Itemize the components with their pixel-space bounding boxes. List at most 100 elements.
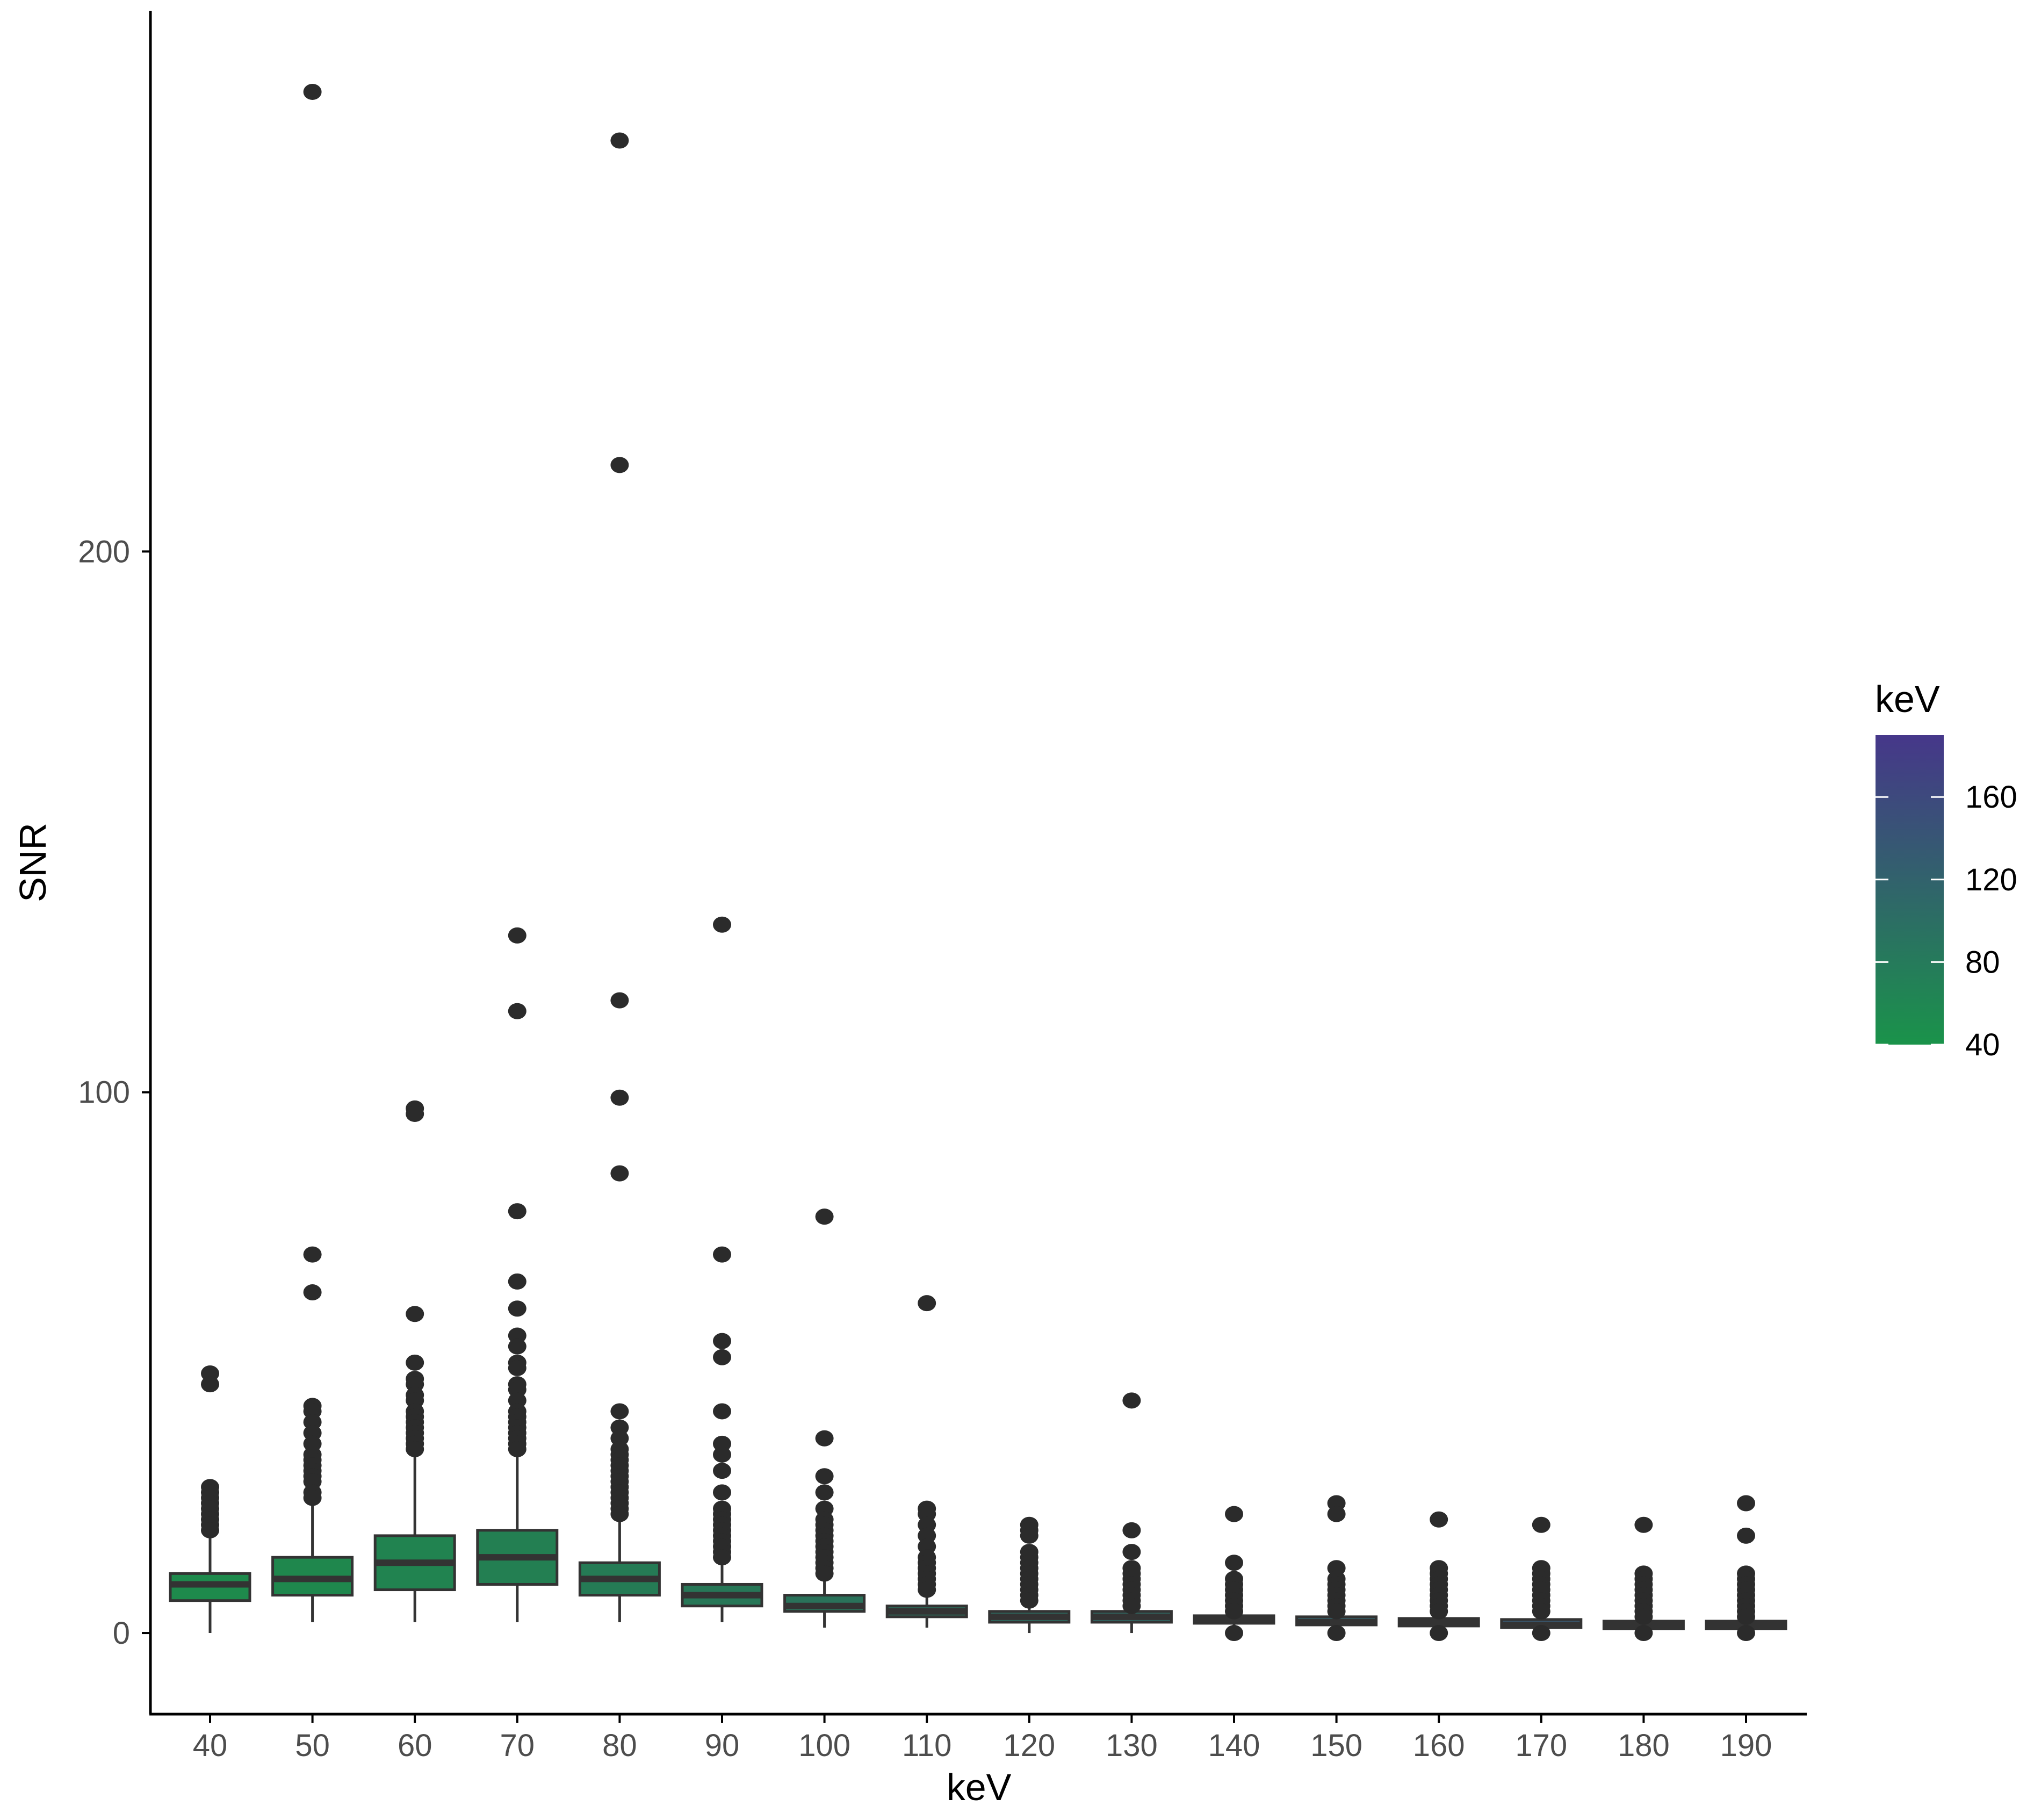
outlier-point bbox=[303, 1490, 322, 1506]
box-group bbox=[1397, 1511, 1480, 1642]
y-tick-label: 200 bbox=[78, 534, 130, 569]
outlier-point bbox=[610, 1403, 629, 1420]
x-tick-label: 110 bbox=[902, 1728, 951, 1763]
outlier-point bbox=[508, 1338, 526, 1355]
x-tick-label: 90 bbox=[705, 1728, 740, 1763]
outlier-point bbox=[508, 1359, 526, 1376]
x-tick-label: 40 bbox=[193, 1728, 228, 1763]
outlier-point bbox=[610, 457, 629, 473]
y-tick-label: 100 bbox=[78, 1075, 130, 1110]
outlier-point bbox=[1122, 1598, 1141, 1614]
axes: 0 100 200 40 50 60 70 80 90 100 110 120 130 140 150 160… bbox=[78, 11, 1807, 1763]
outlier-point bbox=[918, 1581, 936, 1598]
outlier-point bbox=[713, 1446, 731, 1463]
outlier-point bbox=[1122, 1544, 1141, 1560]
outlier-point bbox=[713, 1333, 731, 1349]
outlier-point bbox=[713, 1246, 731, 1263]
legend-tick-label: 80 bbox=[1965, 945, 2000, 980]
outlier-point bbox=[610, 1089, 629, 1106]
outlier-point bbox=[1327, 1603, 1346, 1620]
plot-area bbox=[169, 83, 1787, 1642]
box-group bbox=[988, 1516, 1071, 1634]
outlier-point bbox=[508, 927, 526, 944]
outlier-point bbox=[713, 1484, 731, 1501]
box-group bbox=[1500, 1516, 1583, 1642]
outlier-point bbox=[1122, 1522, 1141, 1538]
box-group bbox=[885, 1295, 968, 1628]
outlier-point bbox=[1020, 1592, 1038, 1609]
outlier-point bbox=[1020, 1527, 1038, 1544]
outlier-point bbox=[201, 1376, 219, 1393]
x-tick-label: 60 bbox=[398, 1728, 432, 1763]
y-tick-label: 0 bbox=[113, 1616, 130, 1651]
outlier-point bbox=[303, 1284, 322, 1301]
x-tick-label: 50 bbox=[295, 1728, 330, 1763]
legend-tick-label: 160 bbox=[1965, 780, 2017, 815]
outlier-point bbox=[918, 1295, 936, 1312]
outlier-point bbox=[1737, 1625, 1755, 1642]
outlier-point bbox=[815, 1468, 834, 1485]
outlier-point bbox=[1225, 1625, 1243, 1642]
outlier-point bbox=[1225, 1555, 1243, 1571]
box-group bbox=[476, 927, 559, 1622]
outlier-point bbox=[815, 1430, 834, 1447]
outlier-point bbox=[815, 1484, 834, 1501]
outlier-point bbox=[1737, 1608, 1755, 1625]
outlier-point bbox=[815, 1565, 834, 1582]
outlier-point bbox=[406, 1354, 424, 1371]
outlier-point bbox=[508, 1203, 526, 1220]
outlier-point bbox=[1737, 1527, 1755, 1544]
box-group bbox=[1090, 1392, 1173, 1634]
x-tick-label: 190 bbox=[1720, 1728, 1772, 1763]
legend-tick-label: 120 bbox=[1965, 862, 2017, 897]
outlier-point bbox=[1122, 1392, 1141, 1409]
outlier-point bbox=[508, 1441, 526, 1457]
outlier-point bbox=[1327, 1506, 1346, 1522]
box-group bbox=[578, 132, 661, 1622]
outlier-point bbox=[406, 1441, 424, 1457]
outlier-point bbox=[610, 1165, 629, 1182]
outlier-point bbox=[815, 1208, 834, 1225]
x-tick-label: 100 bbox=[798, 1728, 850, 1763]
outlier-point bbox=[1225, 1506, 1243, 1522]
outlier-point bbox=[508, 1003, 526, 1019]
x-tick-label: 180 bbox=[1618, 1728, 1670, 1763]
legend-tick-label: 40 bbox=[1965, 1027, 2000, 1062]
outlier-point bbox=[713, 1463, 731, 1479]
x-tick-label: 120 bbox=[1003, 1728, 1055, 1763]
box-group bbox=[1705, 1495, 1787, 1642]
outlier-point bbox=[406, 1105, 424, 1122]
outlier-point bbox=[1532, 1516, 1550, 1533]
outlier-point bbox=[508, 1300, 526, 1317]
outlier-point bbox=[1430, 1625, 1448, 1642]
y-axis-title: SNR bbox=[12, 823, 54, 902]
outlier-point bbox=[406, 1306, 424, 1322]
outlier-point bbox=[1430, 1603, 1448, 1620]
x-axis-title: keV bbox=[947, 1766, 1012, 1808]
outlier-point bbox=[1430, 1511, 1448, 1528]
outlier-point bbox=[610, 992, 629, 1009]
box-group bbox=[1295, 1495, 1378, 1642]
outlier-point bbox=[713, 1349, 731, 1365]
x-tick-label: 170 bbox=[1515, 1728, 1567, 1763]
box-group bbox=[169, 1365, 251, 1634]
x-tick-label: 150 bbox=[1310, 1728, 1362, 1763]
box-group bbox=[373, 1100, 456, 1622]
outlier-point bbox=[713, 916, 731, 933]
outlier-point bbox=[1532, 1625, 1550, 1642]
box-group bbox=[681, 916, 763, 1622]
x-tick-label: 70 bbox=[500, 1728, 535, 1763]
outlier-point bbox=[713, 1403, 731, 1420]
outlier-point bbox=[1532, 1603, 1550, 1620]
box-group bbox=[1193, 1506, 1275, 1642]
x-tick-label: 160 bbox=[1413, 1728, 1465, 1763]
outlier-point bbox=[201, 1522, 219, 1538]
outlier-point bbox=[1225, 1603, 1243, 1620]
x-tick-label: 130 bbox=[1106, 1728, 1158, 1763]
x-tick-label: 140 bbox=[1208, 1728, 1260, 1763]
color-legend: keV 40 80 120 160 bbox=[1875, 678, 2017, 1062]
x-tick-label: 80 bbox=[602, 1728, 637, 1763]
legend-colorbar bbox=[1876, 735, 1944, 1045]
outlier-point bbox=[303, 1246, 322, 1263]
